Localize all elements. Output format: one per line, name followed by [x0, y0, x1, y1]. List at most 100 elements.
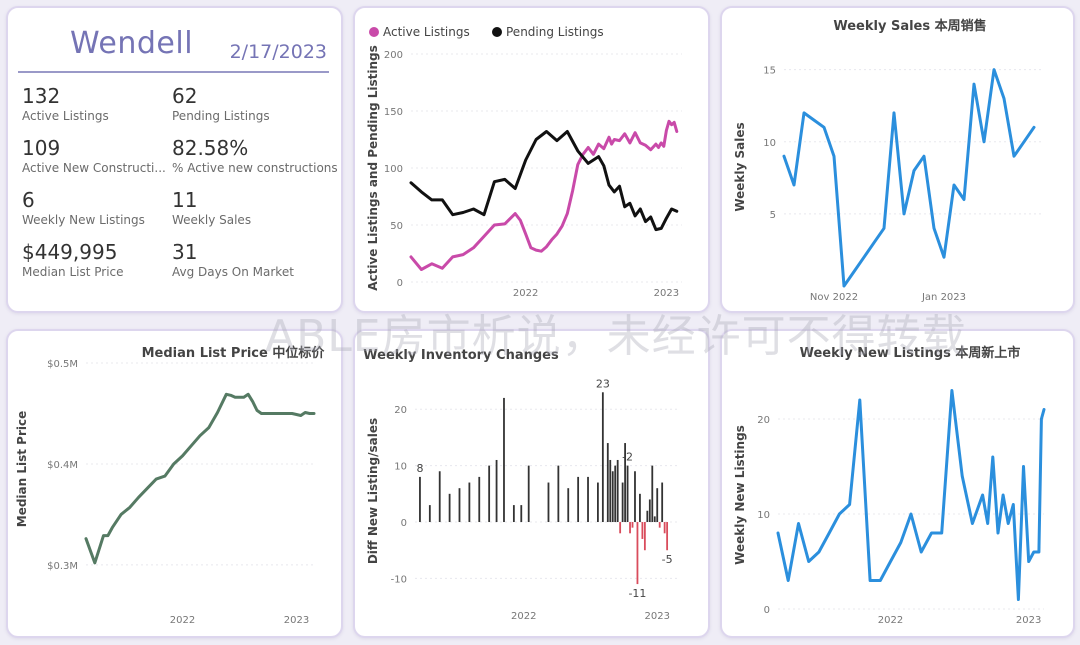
y-axis-label: Weekly New Listings — [733, 425, 747, 565]
bar — [641, 522, 644, 539]
bar-data-label: -2 — [622, 451, 633, 464]
bar — [661, 482, 664, 523]
series-line-weekly-sales — [782, 68, 1036, 288]
bar — [468, 482, 471, 523]
y-tick-label: 50 — [390, 221, 403, 232]
weekly-sales-chart: 5 10 15 Nov 2022 Jan 2023 Weekly Sales Weekly … — [733, 18, 1044, 303]
kpi-card: Wendell 2/17/2023 132 Active Listings 62 P… — [6, 6, 343, 313]
y-tick-label: 0 — [764, 605, 770, 616]
x-tick-label: 2023 — [284, 615, 309, 626]
kpi-active-new-construction: 109 Active New Constructi... — [22, 136, 166, 175]
bar — [609, 459, 612, 523]
bar — [626, 465, 629, 523]
median-price-card: $0.3M $0.4M $0.5M 2022 2023 Median List Price… — [6, 329, 343, 638]
series-line-median-list-price — [84, 392, 316, 565]
bar — [619, 522, 622, 534]
bar — [656, 488, 659, 523]
y-tick-label: 0 — [397, 278, 403, 289]
y-tick-label: 200 — [384, 50, 403, 61]
bar — [658, 522, 661, 528]
bar-data-label: -11 — [628, 587, 646, 600]
legend-marker — [369, 27, 379, 37]
bar — [520, 505, 523, 523]
chart-title: Weekly New Listings 本周新上市 — [800, 345, 1021, 361]
bar — [651, 465, 654, 523]
y-axis-label: Diff New Listing/sales — [366, 418, 380, 564]
y-tick-label: 10 — [394, 462, 407, 473]
kpi-median-list-price: $449,995 Median List Price — [22, 240, 124, 279]
bar — [527, 465, 530, 523]
chart-title: Weekly Sales 本周销售 — [833, 18, 986, 34]
y-tick-label: 10 — [757, 510, 770, 521]
y-tick-label: -10 — [391, 574, 407, 585]
bar — [567, 488, 570, 523]
bar — [419, 476, 421, 523]
series-line-pending-listings — [409, 130, 679, 232]
y-tick-label: 10 — [763, 138, 776, 149]
y-tick-label: $0.5M — [47, 359, 78, 370]
bar — [448, 493, 451, 523]
y-tick-label: 20 — [757, 415, 770, 426]
bar — [503, 397, 505, 523]
y-tick-label: 20 — [394, 405, 407, 416]
bar-data-label: 23 — [596, 377, 610, 390]
y-tick-label: 100 — [384, 164, 403, 175]
series-line-active-listings — [409, 119, 679, 271]
bar — [663, 522, 666, 534]
y-tick-label: $0.3M — [47, 561, 78, 572]
bar — [666, 522, 669, 551]
bar — [616, 459, 619, 523]
kpi-pending-listings: 62 Pending Listings — [172, 84, 270, 123]
x-tick-label: 2022 — [170, 615, 195, 626]
bar — [547, 482, 550, 523]
x-tick-label: 2023 — [1016, 615, 1041, 626]
kpi-weekly-sales: 11 Weekly Sales — [172, 188, 252, 227]
kpi-weekly-new-listings: 6 Weekly New Listings — [22, 188, 145, 227]
bar — [488, 465, 491, 523]
legend-marker — [492, 27, 502, 37]
bar — [653, 516, 656, 523]
y-axis-label: Active Listings and Pending Listings — [366, 45, 380, 291]
bar — [631, 522, 634, 528]
bar — [557, 465, 560, 523]
bar — [611, 471, 614, 523]
bar — [634, 471, 636, 523]
kpi-pct-new-construction: 82.58%% Active new constructions — [172, 136, 338, 175]
bar — [621, 482, 624, 523]
chart-title: Weekly Inventory Changes — [363, 348, 559, 363]
y-axis-label: Weekly Sales — [733, 122, 747, 211]
bar — [643, 522, 646, 551]
bar-data-label: -5 — [662, 553, 673, 566]
bar — [601, 392, 604, 523]
listings-chart-card: 0 50 100 150 200 2022 2023 Active Listings and … — [353, 6, 710, 313]
legend-label: Active Listings — [383, 25, 470, 39]
city-title: Wendell — [70, 26, 194, 61]
bar — [648, 499, 651, 523]
new-listings-card: 0 10 20 2022 2023 Weekly New Listings Weekly N… — [720, 329, 1075, 638]
kpi-avg-days-on-market: 31 Avg Days On Market — [172, 240, 294, 279]
bar — [478, 476, 481, 523]
x-tick-label: 2023 — [644, 611, 669, 622]
median-price-chart: $0.3M $0.4M $0.5M 2022 2023 Median List Price… — [15, 345, 325, 626]
title-divider — [18, 71, 329, 73]
bar — [636, 522, 639, 585]
legend-label: Pending Listings — [506, 25, 604, 39]
report-date: 2/17/2023 — [229, 41, 327, 63]
bar — [606, 443, 609, 523]
y-tick-label: 0 — [401, 518, 407, 529]
series-line-weekly-new-listings — [776, 389, 1046, 601]
bar — [577, 476, 580, 523]
bar — [639, 493, 641, 523]
new-listings-chart: 0 10 20 2022 2023 Weekly New Listings Weekly N… — [733, 345, 1046, 626]
bar — [512, 505, 515, 523]
bar — [438, 471, 441, 523]
inventory-changes-card: -10 0 10 20 2022 2023 Diff New Listing/sales We… — [353, 329, 710, 638]
y-tick-label: 5 — [770, 210, 776, 221]
inventory-changes-chart: -10 0 10 20 2022 2023 Diff New Listing/sales We… — [363, 348, 677, 622]
weekly-sales-card: 5 10 15 Nov 2022 Jan 2023 Weekly Sales Weekly … — [720, 6, 1075, 313]
bar-data-label: 8 — [416, 462, 423, 475]
bar — [629, 522, 631, 534]
x-tick-label: 2023 — [654, 288, 679, 299]
bar — [624, 443, 626, 523]
bar — [587, 476, 589, 523]
